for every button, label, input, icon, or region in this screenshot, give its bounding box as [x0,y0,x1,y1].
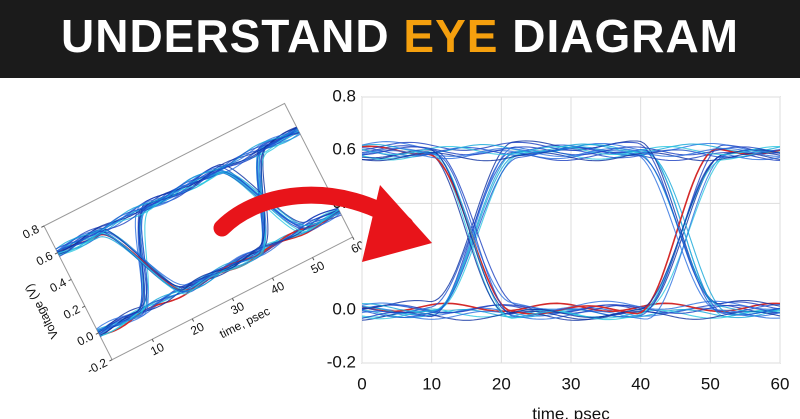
tick-mark [95,332,99,335]
x-tick-label: 10 [422,374,441,393]
y-tick-label: 0.0 [75,329,97,349]
y-tick-label: 0.8 [20,222,42,242]
y-tick-label: 0.4 [47,275,69,295]
tick-mark [81,305,86,308]
x-tick-label: 50 [701,374,720,393]
title-word: DIAGRAM [512,10,739,62]
eye-trace [362,143,780,313]
eye-trace [362,146,780,156]
x-tick-label: 20 [188,319,207,338]
title-banner [0,0,800,78]
y-tick-label: 0.6 [34,248,56,268]
traces [362,140,780,321]
eye-trace [55,127,298,250]
tick-mark [231,298,235,302]
tick-mark [312,257,315,261]
eye-trace [362,148,780,318]
eye-trace [56,171,340,252]
x-tick-label: 50 [309,258,328,277]
tick-mark [151,338,155,343]
eye-trace [56,171,341,253]
title-word: UNDERSTAND [61,10,390,62]
y-tick-label: 0.8 [332,86,356,105]
tick-mark [68,279,72,282]
eye-trace [362,152,780,162]
eye-trace [362,147,780,157]
x-tick-label: 30 [228,299,247,318]
eye-trace [100,172,342,338]
eye-trace [362,152,780,321]
x-tick-label: 40 [268,278,287,297]
arrow-head [362,185,432,262]
tick-mark [54,252,58,255]
tick-mark [109,359,113,362]
x-tick-label: 60 [771,374,790,393]
x-tick-label: 0 [357,374,366,393]
y-tick-label: -0.2 [85,355,110,377]
tick-mark [352,236,355,240]
tick-mark [272,277,275,281]
tick-mark [41,225,45,228]
x-tick-label: 20 [492,374,511,393]
y-tick-label: 0.0 [332,299,356,318]
eye-trace [55,128,298,250]
title: UNDERSTAND EYE DIAGRAM [61,10,739,62]
eye-trace [362,302,780,313]
y-tick-label: 0.6 [332,140,356,159]
title-highlight: EYE [403,10,498,62]
eye-trace [362,151,780,319]
y-tick-label: -0.2 [327,352,356,371]
x-axis-label: time, psec [532,404,610,419]
tick-mark [191,318,195,322]
x-tick-label: 40 [631,374,650,393]
x-tick-label: 10 [148,340,167,359]
y-tick-label: 0.2 [61,302,83,322]
traces [55,126,342,338]
eye-trace [362,149,780,318]
x-tick-label: 30 [562,374,581,393]
